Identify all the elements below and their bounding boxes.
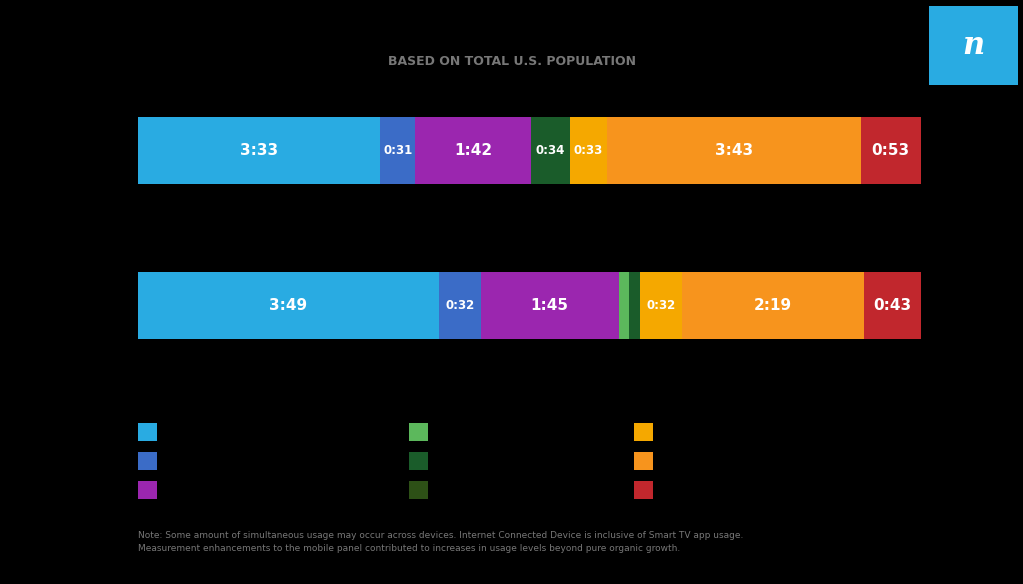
Bar — [380, 117, 415, 184]
Bar — [531, 117, 570, 184]
Bar — [629, 272, 639, 339]
Text: 0:53: 0:53 — [872, 143, 909, 158]
Bar — [929, 6, 1018, 85]
Text: 1:42: 1:42 — [454, 143, 492, 158]
Bar — [415, 117, 531, 184]
Bar — [439, 272, 481, 339]
Bar — [634, 451, 653, 470]
Text: 1:45: 1:45 — [531, 298, 569, 312]
Bar — [481, 272, 619, 339]
Bar — [860, 117, 921, 184]
Bar — [138, 117, 380, 184]
Bar — [864, 272, 921, 339]
Bar — [138, 451, 157, 470]
Bar — [608, 117, 860, 184]
Bar — [409, 481, 428, 499]
Bar — [619, 272, 629, 339]
Text: 0:43: 0:43 — [874, 298, 911, 312]
Bar — [634, 481, 653, 499]
Bar — [681, 272, 864, 339]
Text: 3:49: 3:49 — [269, 298, 308, 312]
Bar — [138, 481, 157, 499]
Text: 3:43: 3:43 — [715, 143, 753, 158]
Text: 0:32: 0:32 — [647, 298, 675, 312]
Text: BASED ON TOTAL U.S. POPULATION: BASED ON TOTAL U.S. POPULATION — [388, 55, 635, 68]
Text: Note: Some amount of simultaneous usage may occur across devices. Internet Conne: Note: Some amount of simultaneous usage … — [138, 531, 744, 553]
Text: 0:31: 0:31 — [383, 144, 412, 157]
Bar — [138, 422, 157, 441]
Bar — [409, 451, 428, 470]
Text: 0:34: 0:34 — [536, 144, 565, 157]
Bar — [639, 272, 681, 339]
Bar — [409, 422, 428, 441]
Text: 0:33: 0:33 — [574, 144, 604, 157]
Text: 2:19: 2:19 — [754, 298, 792, 312]
Text: 0:32: 0:32 — [445, 298, 475, 312]
Text: 3:33: 3:33 — [240, 143, 278, 158]
Bar — [570, 117, 608, 184]
Bar — [634, 422, 653, 441]
Bar — [138, 272, 439, 339]
Text: n: n — [963, 30, 984, 61]
